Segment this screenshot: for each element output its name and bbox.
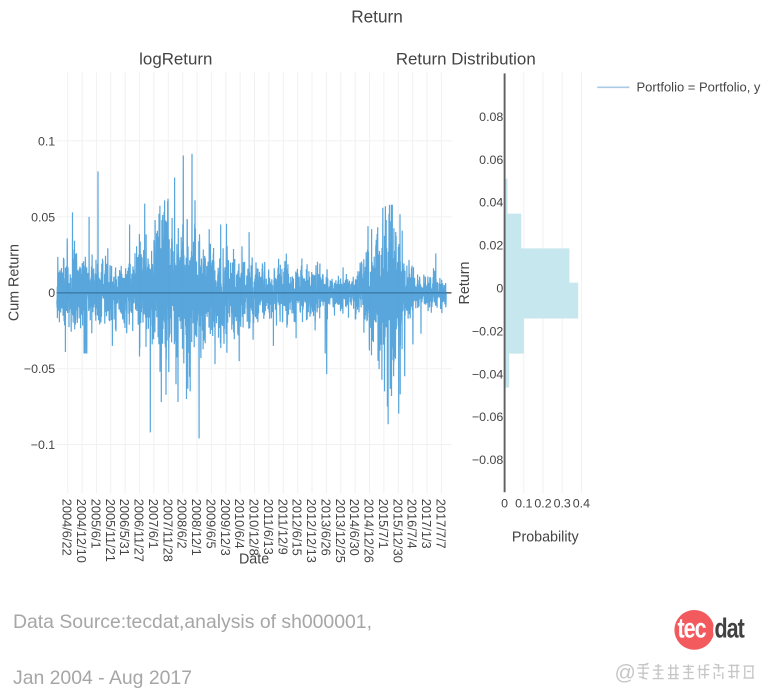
svg-text:2006/5/31: 2006/5/31	[117, 499, 132, 556]
svg-text:2016/7/4: 2016/7/4	[405, 499, 420, 549]
svg-text:2015/7/1: 2015/7/1	[376, 499, 391, 549]
svg-text:0.04: 0.04	[479, 196, 503, 210]
svg-text:2008/6/2: 2008/6/2	[175, 499, 190, 549]
svg-text:−0.04: −0.04	[472, 367, 503, 381]
svg-text:Cum Return: Cum Return	[7, 244, 23, 321]
svg-text:2007/6/1: 2007/6/1	[146, 499, 161, 549]
svg-text:2014/6/30: 2014/6/30	[347, 499, 362, 556]
svg-text:@: @	[615, 662, 636, 685]
svg-text:0.05: 0.05	[31, 210, 55, 224]
svg-text:2015/12/30: 2015/12/30	[390, 499, 405, 563]
svg-text:2005/11/21: 2005/11/21	[103, 499, 118, 562]
svg-text:2006/11/27: 2006/11/27	[132, 499, 147, 562]
svg-text:2014/12/26: 2014/12/26	[362, 499, 377, 563]
svg-text:2009/12/3: 2009/12/3	[218, 499, 233, 556]
svg-text:2004/6/22: 2004/6/22	[60, 499, 75, 556]
svg-text:−0.1: −0.1	[31, 438, 56, 452]
svg-text:logReturn: logReturn	[139, 50, 212, 69]
svg-text:2017/1/3: 2017/1/3	[419, 499, 434, 549]
svg-text:−0.06: −0.06	[472, 410, 503, 424]
svg-text:2012/12/13: 2012/12/13	[304, 499, 319, 563]
svg-text:Date: Date	[239, 551, 269, 567]
svg-text:−0.08: −0.08	[472, 453, 503, 467]
svg-text:2013/12/25: 2013/12/25	[333, 499, 348, 563]
svg-text:2017/7/7: 2017/7/7	[433, 499, 448, 549]
svg-text:Jan 2004 - Aug 2017: Jan 2004 - Aug 2017	[13, 667, 192, 689]
svg-text:2011/12/9: 2011/12/9	[275, 499, 290, 555]
svg-text:dat: dat	[715, 614, 745, 644]
svg-text:−0.02: −0.02	[472, 324, 503, 338]
svg-text:0.1: 0.1	[38, 134, 55, 148]
svg-text:Portfolio = Portfolio, y: Portfolio = Portfolio, y	[637, 80, 761, 95]
svg-text:0: 0	[496, 282, 503, 296]
svg-text:2005/6/1: 2005/6/1	[88, 499, 103, 549]
svg-text:0.08: 0.08	[479, 110, 503, 124]
svg-text:2012/6/15: 2012/6/15	[290, 499, 305, 556]
svg-text:0.2: 0.2	[534, 497, 551, 511]
svg-text:0.06: 0.06	[479, 153, 503, 167]
svg-text:2008/12/1: 2008/12/1	[189, 499, 204, 556]
svg-text:0: 0	[48, 286, 55, 300]
svg-text:2009/6/5: 2009/6/5	[203, 499, 218, 549]
svg-text:2010/12/8: 2010/12/8	[247, 499, 262, 556]
svg-text:2011/6/13: 2011/6/13	[261, 499, 276, 555]
svg-text:0.4: 0.4	[573, 497, 590, 511]
svg-text:−0.05: −0.05	[24, 362, 55, 376]
svg-text:0.1: 0.1	[515, 497, 532, 511]
svg-text:2010/6/4: 2010/6/4	[232, 499, 247, 549]
svg-text:2007/11/28: 2007/11/28	[160, 499, 175, 562]
svg-text:0.3: 0.3	[554, 497, 571, 511]
svg-text:2013/6/26: 2013/6/26	[318, 499, 333, 556]
svg-text:Data Source:tecdat,analysis of: Data Source:tecdat,analysis of sh000001,	[13, 611, 372, 633]
svg-text:Return: Return	[351, 6, 403, 26]
svg-text:0.02: 0.02	[479, 239, 503, 253]
svg-text:2004/12/10: 2004/12/10	[74, 499, 89, 563]
svg-text:0: 0	[501, 497, 508, 511]
svg-text:Return Distribution: Return Distribution	[396, 50, 536, 69]
svg-text:tec: tec	[678, 614, 706, 644]
svg-text:Return: Return	[457, 262, 473, 305]
svg-text:Probability: Probability	[512, 530, 580, 546]
